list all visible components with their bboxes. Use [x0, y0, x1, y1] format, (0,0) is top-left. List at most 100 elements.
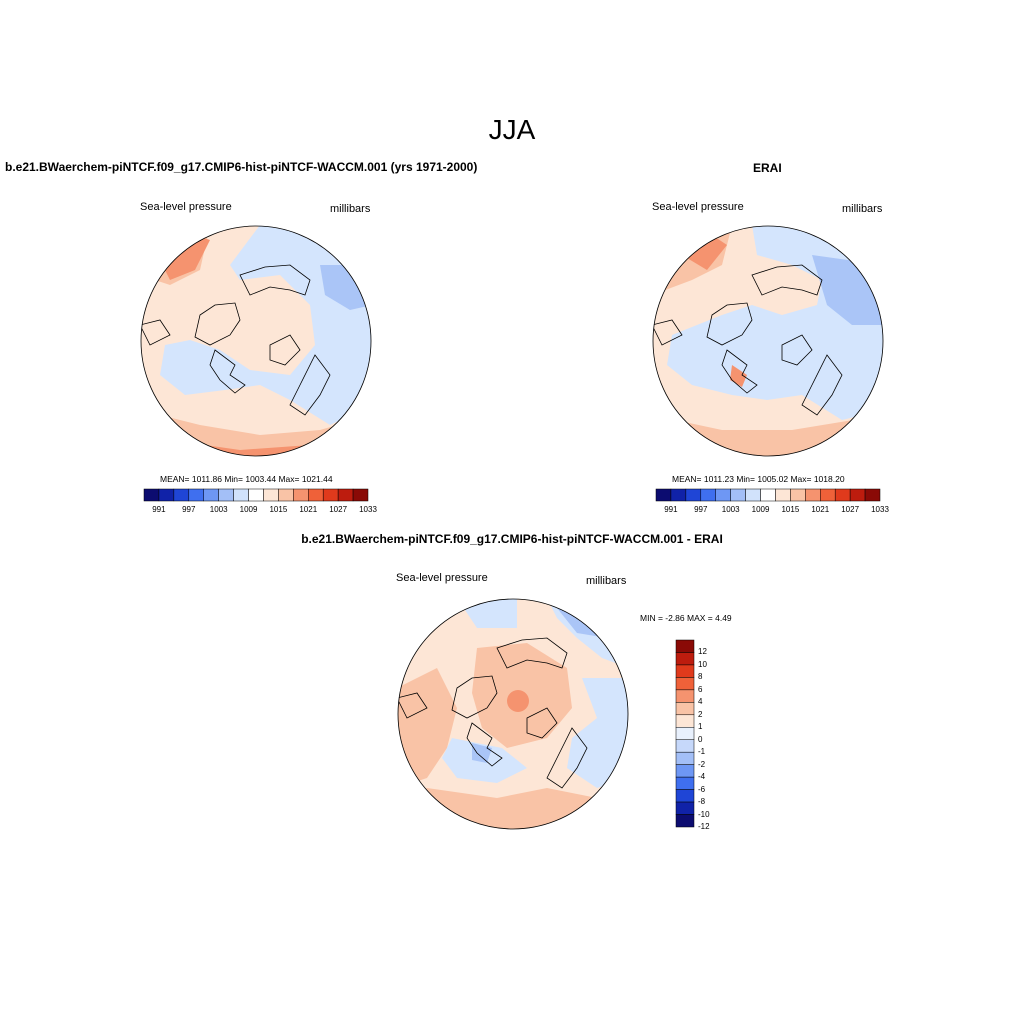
colorbar-swatch — [685, 488, 702, 502]
colorbar-tick-label: 1033 — [359, 505, 377, 514]
colorbar-tick-label: 997 — [694, 505, 708, 514]
colorbar-model — [143, 488, 369, 502]
colorbar-swatch — [675, 776, 695, 790]
colorbar-swatch — [308, 488, 324, 502]
panel-title-diff: b.e21.BWaerchem-piNTCF.f09_g17.CMIP6-his… — [301, 532, 723, 546]
colorbar-swatch — [670, 488, 687, 502]
colorbar-tick-label: -12 — [698, 822, 710, 831]
colorbar-swatch — [203, 488, 219, 502]
colorbar-swatch — [834, 488, 851, 502]
colorbar-ticks-erai: 991 997 1003 1009 1015 1021 1027 1033 — [656, 505, 889, 517]
colorbar-swatch — [158, 488, 175, 502]
polar-map-erai — [652, 225, 884, 457]
colorbar-swatch — [233, 488, 249, 502]
coastline — [653, 264, 843, 416]
colorbar-swatch — [263, 488, 279, 502]
colorbar-erai — [655, 488, 881, 502]
colorbar-tick-label: 1015 — [781, 505, 800, 514]
variable-label-erai: Sea-level pressure — [652, 201, 744, 213]
colorbar-swatch — [715, 488, 731, 502]
colorbar-swatch — [675, 714, 695, 728]
colorbar-tick-label: 1015 — [269, 505, 288, 514]
colorbar-tick-label: 1027 — [329, 505, 348, 514]
stats-model: MEAN= 1011.86 Min= 1003.44 Max= 1021.44 — [160, 474, 333, 484]
colorbar-swatch — [675, 801, 695, 815]
colorbar-tick-label: 1009 — [239, 505, 258, 514]
colorbar-swatch — [675, 664, 695, 678]
colorbar-swatch — [775, 488, 791, 502]
colorbar-tick-label: 0 — [698, 734, 703, 744]
colorbar-swatch — [322, 488, 339, 502]
colorbar-swatch — [730, 488, 746, 502]
colorbar-swatch — [337, 488, 354, 502]
colorbar-ticks-diff: 12 10 8 6 4 2 1 0 -1 -2 -4 -6 -8 -10 -12 — [698, 640, 738, 831]
colorbar-tick-label: -4 — [698, 772, 706, 782]
colorbar-swatch — [675, 727, 695, 740]
colorbar-swatch — [352, 488, 369, 502]
colorbar-swatch — [864, 488, 881, 502]
colorbar-swatch — [675, 652, 695, 666]
colorbar-tick-label: 1033 — [871, 505, 889, 514]
colorbar-swatch — [293, 488, 309, 502]
colorbar-swatch — [675, 764, 695, 778]
polar-map-diff — [397, 598, 629, 830]
variable-label-model: Sea-level pressure — [140, 201, 232, 213]
colorbar-swatch — [675, 639, 695, 653]
colorbar-tick-label: 997 — [182, 505, 196, 514]
colorbar-swatch — [675, 739, 695, 753]
colorbar-swatch — [675, 789, 695, 803]
coastline — [141, 264, 331, 416]
colorbar-swatch — [700, 488, 716, 502]
stats-erai: MEAN= 1011.23 Min= 1005.02 Max= 1018.20 — [672, 474, 845, 484]
colorbar-swatch — [248, 488, 264, 502]
colorbar-swatch — [790, 488, 806, 502]
colorbar-diff — [675, 639, 695, 828]
panel-title-erai: ERAI — [753, 161, 782, 175]
colorbar-tick-label: -2 — [698, 759, 706, 769]
colorbar-swatch — [820, 488, 836, 502]
units-label-diff: millibars — [586, 575, 627, 587]
pressure-region-low — [160, 226, 371, 425]
colorbar-swatch — [675, 702, 695, 716]
colorbar-tick-label: -1 — [698, 747, 706, 757]
colorbar-tick-label: 1003 — [721, 505, 740, 514]
pressure-region-high-deep — [160, 235, 210, 280]
colorbar-tick-label: -8 — [698, 797, 706, 807]
colorbar-tick-label: 1021 — [299, 505, 318, 514]
colorbar-swatch — [745, 488, 761, 502]
colorbar-tick-label: 4 — [698, 697, 703, 707]
colorbar-tick-label: 12 — [698, 647, 707, 657]
colorbar-swatch — [218, 488, 234, 502]
units-label-model: millibars — [330, 203, 371, 215]
colorbar-tick-label: 1027 — [841, 505, 860, 514]
colorbar-swatch — [675, 689, 695, 703]
colorbar-tick-label: -6 — [698, 784, 706, 794]
variable-label-diff: Sea-level pressure — [396, 572, 488, 584]
colorbar-swatch — [143, 488, 160, 502]
diff-region-positive-left — [398, 668, 457, 788]
colorbar-ticks-model: 991 997 1003 1009 1015 1021 1027 1033 — [144, 505, 377, 517]
colorbar-swatch — [760, 488, 776, 502]
colorbar-tick-label: 1003 — [209, 505, 228, 514]
colorbar-swatch — [675, 751, 695, 765]
panel-title-model: b.e21.BWaerchem-piNTCF.f09_g17.CMIP6-his… — [5, 160, 478, 174]
figure-title: JJA — [488, 114, 536, 145]
colorbar-tick-label: 6 — [698, 684, 703, 694]
pressure-region-high-deep — [682, 235, 727, 270]
colorbar-swatch — [675, 677, 695, 691]
diff-max-center — [507, 690, 529, 712]
colorbar-tick-label: 10 — [698, 659, 707, 669]
colorbar-swatch — [805, 488, 821, 502]
colorbar-swatch — [849, 488, 866, 502]
colorbar-tick-label: 991 — [664, 505, 678, 514]
colorbar-swatch — [188, 488, 204, 502]
colorbar-tick-label: 8 — [698, 672, 703, 682]
diff-region-negative-e — [567, 678, 628, 788]
colorbar-tick-label: 1021 — [811, 505, 830, 514]
colorbar-swatch — [675, 814, 695, 828]
colorbar-tick-label: 991 — [152, 505, 166, 514]
colorbar-swatch — [655, 488, 672, 502]
units-label-erai: millibars — [842, 203, 883, 215]
colorbar-swatch — [173, 488, 190, 502]
colorbar-swatch — [278, 488, 294, 502]
